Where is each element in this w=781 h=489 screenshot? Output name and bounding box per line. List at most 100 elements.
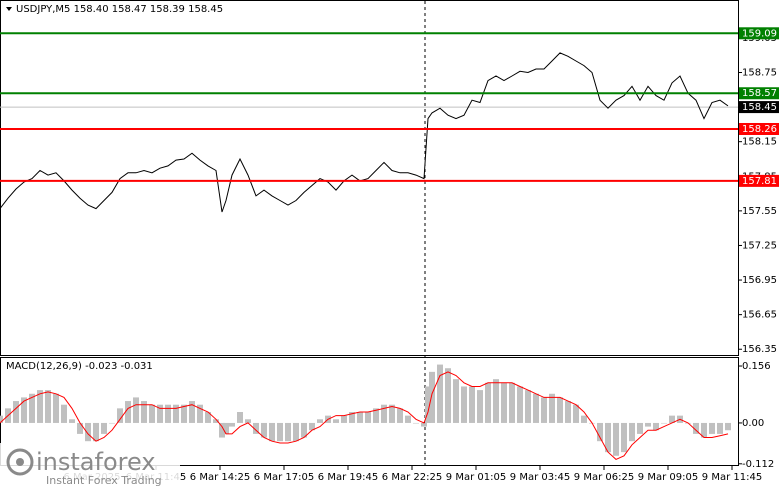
macd-bar xyxy=(365,412,371,423)
macd-bar xyxy=(621,422,627,453)
macd-bar xyxy=(709,422,715,434)
macd-bar xyxy=(565,401,571,423)
y-tick-label: 0.156 xyxy=(742,361,771,372)
x-tick-label: 6 Mar 17:05 xyxy=(254,472,314,483)
signal-line xyxy=(0,371,729,460)
marks: 159.05158.75158.45158.15157.85157.55157.… xyxy=(0,27,779,483)
macd-bar xyxy=(493,379,499,423)
y-tick-label: -0.112 xyxy=(742,459,774,470)
macd-bar xyxy=(509,382,515,423)
macd-bar xyxy=(461,386,467,423)
x-tick-label: 6 Mar 22:25 xyxy=(382,472,442,483)
watermark-tagline: Instant Forex Trading xyxy=(46,474,162,487)
macd-bar xyxy=(341,415,347,423)
macd-bar xyxy=(219,422,225,438)
macd-bar xyxy=(101,422,107,434)
macd-bar xyxy=(525,390,531,423)
y-tick-label: 157.25 xyxy=(742,240,777,251)
chart-title: USDJPY,M5 158.40 158.47 158.39 158.45 xyxy=(16,4,223,15)
macd-bar xyxy=(309,422,315,431)
macd-bar xyxy=(37,390,43,423)
macd-bar xyxy=(349,412,355,423)
macd-bar xyxy=(373,408,379,423)
macd-bar xyxy=(301,422,307,438)
macd-bar xyxy=(245,419,251,423)
macd-bar xyxy=(425,386,431,423)
level-label: 157.81 xyxy=(742,176,777,187)
macd-bar xyxy=(189,401,195,423)
macd-bar xyxy=(205,412,211,423)
macd-bar xyxy=(437,364,443,423)
macd-bar xyxy=(109,422,115,424)
y-tick-label: 156.35 xyxy=(742,344,777,355)
macd-bar xyxy=(69,419,75,423)
x-tick-label: 9 Mar 03:45 xyxy=(510,472,570,483)
macd-bar xyxy=(0,415,3,423)
macd-bar xyxy=(445,368,451,423)
macd-bar xyxy=(557,397,563,423)
level-label-box xyxy=(739,122,779,135)
level-label-box xyxy=(739,27,779,40)
macd-bar xyxy=(13,401,19,423)
macd-bar xyxy=(573,404,579,423)
y-tick-label: 158.75 xyxy=(742,67,777,78)
macd-bar xyxy=(141,401,147,423)
macd-bar xyxy=(421,422,427,427)
macd-bar xyxy=(541,397,547,423)
macd-bar xyxy=(725,422,731,431)
macd-bar xyxy=(133,397,139,423)
y-tick-label: 157.55 xyxy=(742,206,777,217)
macd-bar xyxy=(389,404,395,423)
macd-bar xyxy=(613,422,619,456)
y-tick-label: 156.65 xyxy=(742,310,777,321)
macd-bar xyxy=(61,404,67,423)
macd-bar xyxy=(693,422,699,434)
macd-bar xyxy=(413,422,419,424)
macd-bar xyxy=(717,422,723,434)
y-tick-label: 156.95 xyxy=(742,275,777,286)
macd-bar xyxy=(285,422,291,442)
macd-bar xyxy=(157,404,163,423)
macd-bar xyxy=(223,422,229,434)
main-panel-border xyxy=(0,0,739,356)
macd-bar xyxy=(93,422,99,442)
price-line xyxy=(0,52,729,213)
macd-bar xyxy=(229,422,235,427)
macd-panel-border xyxy=(0,357,739,466)
macd-bar xyxy=(669,415,675,423)
macd-bar xyxy=(125,401,131,423)
macd-bar xyxy=(597,422,603,442)
last-price-box xyxy=(739,101,779,114)
macd-bar xyxy=(645,422,651,427)
macd-bar xyxy=(701,422,707,438)
watermark-logo xyxy=(6,448,34,476)
y-tick-label: 0.00 xyxy=(742,418,764,429)
macd-bar xyxy=(21,397,27,423)
level-label: 158.57 xyxy=(742,88,777,99)
x-tick-label: 9 Mar 06:25 xyxy=(574,472,634,483)
macd-bar xyxy=(501,382,507,423)
macd-bar xyxy=(605,422,611,453)
last-price-label: 158.45 xyxy=(742,102,777,113)
macd-bar xyxy=(485,382,491,423)
macd-title: MACD(12,26,9) -0.023 -0.031 xyxy=(6,361,153,372)
x-tick-label: 9 Mar 09:05 xyxy=(638,472,698,483)
x-tick-label: 9 Mar 01:05 xyxy=(446,472,506,483)
macd-bar xyxy=(261,422,267,438)
macd-bar xyxy=(477,390,483,423)
macd-bar xyxy=(517,386,523,423)
macd-bar xyxy=(77,422,83,434)
macd-bar xyxy=(653,422,659,431)
macd-bar xyxy=(333,419,339,423)
level-label: 158.26 xyxy=(742,124,777,135)
macd-bar xyxy=(181,404,187,423)
symbol-menu-icon xyxy=(6,7,12,11)
level-label-box xyxy=(739,87,779,100)
x-tick-label: 6 Mar 14:25 xyxy=(190,472,250,483)
macd-bar xyxy=(213,419,219,423)
macd-bar xyxy=(429,371,435,423)
macd-bar xyxy=(533,393,539,423)
macd-bar xyxy=(629,422,635,442)
